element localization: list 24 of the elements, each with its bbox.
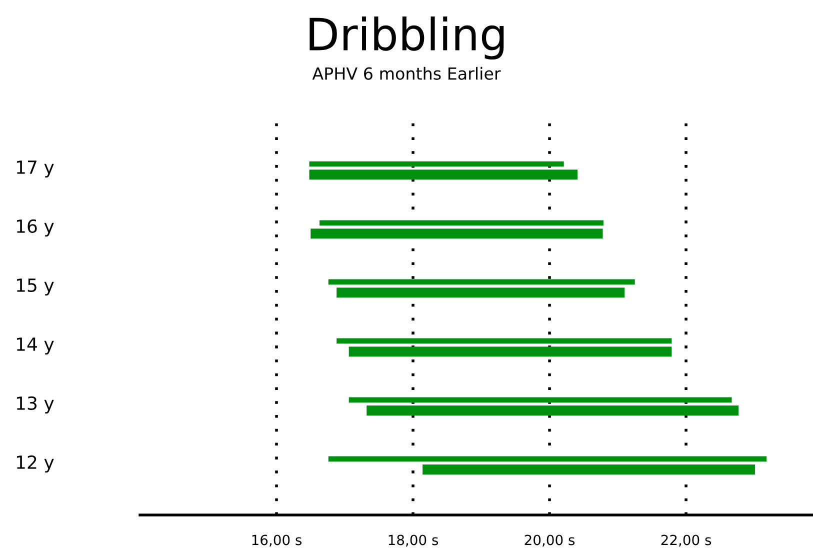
x-tick-label: 22,00 s xyxy=(661,534,712,547)
bar xyxy=(348,397,732,403)
bar xyxy=(336,288,625,298)
bar xyxy=(310,228,603,239)
bar xyxy=(366,406,739,416)
y-tick-label: 13 y xyxy=(16,396,54,414)
chart-title: Dribbling xyxy=(310,16,504,60)
bar xyxy=(328,456,767,462)
bar xyxy=(348,346,672,357)
bar xyxy=(336,338,672,344)
bar xyxy=(309,170,578,180)
bar xyxy=(328,279,635,285)
x-tick-label: 18,00 s xyxy=(388,534,438,547)
bar xyxy=(422,464,755,475)
chart-subtitle: APHV 6 months Earlier xyxy=(312,66,501,80)
y-tick-label: 15 y xyxy=(16,278,54,296)
bar xyxy=(320,220,604,226)
y-tick-label: 14 y xyxy=(16,338,54,355)
x-tick-label: 20,00 s xyxy=(524,534,575,547)
y-tick-label: 17 y xyxy=(16,160,54,178)
y-tick-label: 16 y xyxy=(16,219,54,237)
bar xyxy=(309,161,564,167)
y-tick-label: 12 y xyxy=(16,455,54,473)
x-tick-label: 16,00 s xyxy=(252,534,302,547)
